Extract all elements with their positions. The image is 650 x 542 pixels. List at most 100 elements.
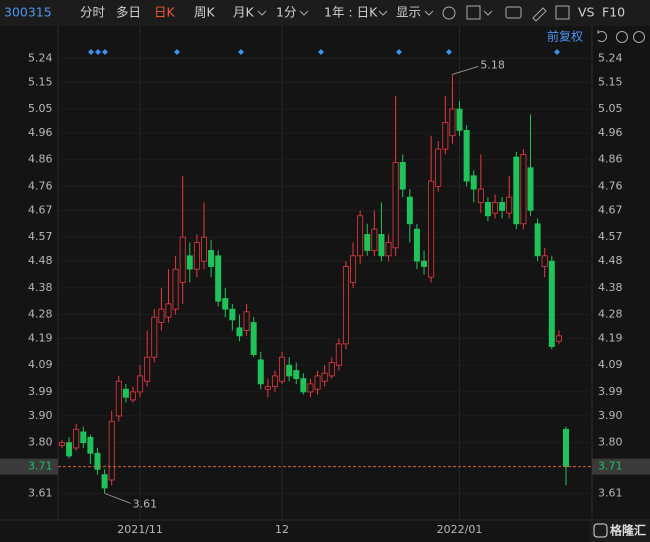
candle-body [66,442,73,457]
candle-body [208,250,215,267]
y-tick-label: 3.61 [28,486,53,499]
y2-tick-label: 4.28 [598,308,623,321]
candle-body [243,311,250,331]
candle-body [215,255,222,302]
candle-body [186,255,193,270]
pen-icon[interactable] [532,7,547,22]
y-tick-label: 4.28 [28,308,53,321]
dropdown-arrow [424,10,434,16]
candle-body [456,108,463,131]
candle-body [541,255,548,267]
min-pointer [104,492,131,504]
tab[interactable]: 1年 : 日K [324,5,378,20]
candle-body [513,156,520,225]
y-tick-label: 5.05 [28,102,53,115]
compare[interactable]: VS [578,5,595,20]
y-tick-label: 4.57 [28,230,53,243]
candle-body [286,364,293,377]
zoom-in-icon[interactable] [633,31,645,43]
tab[interactable]: 显示 [396,5,421,20]
candle-body [129,391,136,401]
candle-body [492,202,499,214]
candle-body [413,228,420,262]
toolbar [0,0,650,26]
candle-body [563,428,570,468]
candle-body [293,370,300,379]
y-tick-label: 4.86 [28,153,53,166]
x-tick-label: 2021/11 [117,523,163,536]
y-tick-label: 4.38 [28,281,53,294]
candle-body [555,335,562,342]
candle-body [73,428,80,449]
y2-tick-label: 4.76 [598,179,623,192]
candle-body [250,322,257,355]
tab[interactable]: 分时 [80,5,106,20]
adjust-mode[interactable]: 前复权 [547,29,583,44]
candle-body [364,234,371,251]
y-tick-label: 3.90 [28,409,53,422]
candle-body [101,474,108,489]
watermark-logo [593,523,608,538]
candle-body [264,386,271,390]
y2-tick-label: 4.48 [598,254,623,267]
y-tick-label: 4.48 [28,254,53,267]
y2-tick-label: 5.15 [598,75,623,88]
candle-body [257,359,264,385]
candle-body [470,175,477,190]
y2-tick-label: 4.38 [598,281,623,294]
settings-icon[interactable] [442,6,456,20]
y-tick-label: 4.96 [28,126,53,139]
min-label: 3.61 [133,497,158,510]
y2-tick-label: 3.80 [598,436,623,449]
y-tick-label: 4.19 [28,332,53,345]
checkbox-icon[interactable] [466,5,481,20]
candle-body [499,202,506,211]
x-tick-label: 2022/01 [437,523,483,536]
y-tick-label: 3.99 [28,385,53,398]
y2-tick-label: 3.61 [598,486,623,499]
candle-body [279,356,286,382]
y-tick-label: 4.76 [28,179,53,192]
zoom-out-icon[interactable] [616,31,628,43]
candle-body [399,162,406,190]
candle-body [477,188,484,203]
max-label: 5.18 [480,58,505,71]
tab[interactable]: 月K [233,5,255,20]
candle-body [520,154,527,225]
candle-body [158,308,165,323]
candle-body [527,167,534,211]
candle-body [392,162,399,249]
candle-body [335,343,342,366]
candle-body [137,375,144,393]
reset-icon[interactable] [597,30,607,42]
x-tick-label: 12 [275,523,289,536]
y2-tick-label: 4.09 [598,358,623,371]
y2-tick-label: 3.99 [598,385,623,398]
y-tick-label: 4.09 [28,358,53,371]
candle-body [350,255,357,283]
layout-icon[interactable] [555,5,570,20]
y-tick-label: 3.80 [28,436,53,449]
candle-body [151,316,158,358]
y2-tick-label: 4.86 [598,153,623,166]
tab[interactable]: 1分 [276,5,296,20]
f10[interactable]: F10 [602,5,625,20]
stock-code[interactable]: 300315 [4,5,52,20]
candle-body [193,242,200,270]
candle-body [484,202,491,217]
tab[interactable]: 多日 [116,5,141,20]
candle-body [307,383,314,393]
candle-body [506,196,513,214]
tab-active[interactable]: 日K [154,5,176,20]
candle-body [378,234,385,257]
candle-body [449,108,456,137]
tab[interactable]: 周K [194,5,216,20]
y2-tick-label: 4.67 [598,203,623,216]
camera-icon[interactable] [505,6,522,19]
candle-body [271,375,278,387]
candle-body [108,420,115,481]
candle-body [385,242,392,257]
candle-body [172,268,179,310]
